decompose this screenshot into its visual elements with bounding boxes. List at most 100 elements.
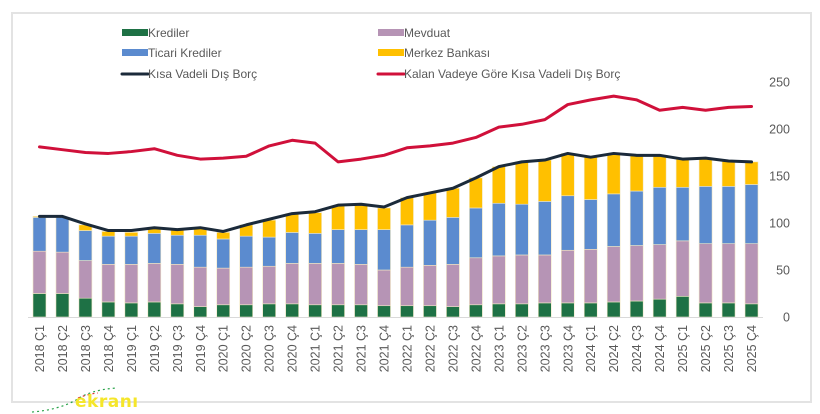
bar-ticari-krediler-7 <box>193 234 208 268</box>
bar-merkez-bankas--30 <box>721 160 736 187</box>
lines <box>37 94 754 233</box>
legend-item: Merkez Bankası <box>378 46 490 60</box>
bar-mevduat-22 <box>537 254 552 304</box>
bar-krediler-3 <box>101 301 116 318</box>
x-tick-label: 2018 Ç4 <box>102 325 116 372</box>
bar-krediler-1 <box>55 293 70 318</box>
bar-krediler-23 <box>560 302 575 318</box>
bar-krediler-15 <box>377 305 391 318</box>
bar-krediler-13 <box>331 304 345 318</box>
bar-mevduat-2 <box>78 260 93 299</box>
bar-ticari-krediler-23 <box>560 195 575 251</box>
bar-ticari-krediler-31 <box>744 184 759 244</box>
bar-mevduat-30 <box>721 243 736 304</box>
bar-ticari-krediler-16 <box>400 224 414 268</box>
legend-label: Merkez Bankası <box>404 46 490 60</box>
bar-mevduat-9 <box>239 266 253 306</box>
x-tick-label: 2021 Ç1 <box>309 325 323 372</box>
bar-mevduat-7 <box>193 266 208 307</box>
bar-ticari-krediler-8 <box>216 238 231 269</box>
y-axis-ticks: 0 50 100 150 200 250 <box>769 76 790 325</box>
y-tick-label: 0 <box>783 311 790 325</box>
bar-merkez-bankas--18 <box>446 187 460 218</box>
bar-ticari-krediler-15 <box>377 229 391 271</box>
x-tick-label: 2019 Ç1 <box>125 325 139 372</box>
bar-krediler-2 <box>78 297 93 318</box>
line-kalan-vadeye-gore-kisa-vadeli-dis-borc <box>37 94 754 164</box>
bar-ticari-krediler-27 <box>652 186 667 245</box>
bar-mevduat-25 <box>606 246 621 303</box>
x-tick-label: 2025 Ç2 <box>699 325 713 372</box>
bar-mevduat-8 <box>216 267 231 306</box>
x-tick-label: 2021 Ç4 <box>378 325 392 372</box>
x-tick-label: 2021 Ç2 <box>332 325 346 372</box>
x-tick-label: 2018 Ç3 <box>79 325 93 372</box>
x-axis-ticks: 2018 Ç1 2018 Ç2 2018 Ç3 2018 Ç4 2019 Ç1 2019 … <box>33 325 759 372</box>
chart-frame <box>11 12 812 403</box>
legend-swatch <box>378 49 404 56</box>
y-tick-label: 150 <box>769 170 790 184</box>
bar-krediler-5 <box>147 301 162 318</box>
bar-ticari-krediler-12 <box>308 233 322 264</box>
bar-ticari-krediler-18 <box>446 217 460 265</box>
bar-mevduat-14 <box>354 264 368 306</box>
x-tick-label: 2022 Ç4 <box>469 325 483 372</box>
bar-mevduat-24 <box>583 249 598 304</box>
bar-krediler-27 <box>652 298 667 318</box>
x-tick-label: 2019 Ç4 <box>194 325 208 372</box>
x-tick-label: 2022 Ç2 <box>423 325 437 372</box>
legend-item: Ticari Krediler <box>122 46 222 60</box>
bar-krediler-8 <box>216 304 231 318</box>
bar-ticari-krediler-30 <box>721 186 736 244</box>
bar-ticari-krediler-6 <box>170 234 185 265</box>
bar-krediler-7 <box>193 306 208 318</box>
bar-ticari-krediler-4 <box>124 235 139 265</box>
legend-label: Kısa Vadeli Dış Borç <box>148 67 257 81</box>
bar-krediler-31 <box>744 303 759 318</box>
line-kisa-vadeli-dis-borc <box>37 151 754 233</box>
bar-krediler-18 <box>446 306 460 318</box>
watermark-curve-icon <box>31 387 117 413</box>
legend-label: Mevduat <box>404 26 451 40</box>
bar-merkez-bankas--29 <box>698 157 713 187</box>
bar-ticari-krediler-9 <box>239 235 253 268</box>
bar-merkez-bankas--26 <box>629 155 644 192</box>
bar-merkez-bankas--24 <box>583 156 598 200</box>
legend-item: Krediler <box>122 26 189 40</box>
bar-merkez-bankas--17 <box>423 192 437 221</box>
bar-mevduat-29 <box>698 243 713 304</box>
bar-merkez-bankas--10 <box>262 219 276 238</box>
bar-mevduat-15 <box>377 269 391 307</box>
y-tick-label: 250 <box>769 76 790 90</box>
x-tick-label: 2018 Ç2 <box>56 325 70 372</box>
bar-ticari-krediler-3 <box>101 235 116 265</box>
bar-mevduat-16 <box>400 266 414 307</box>
bar-krediler-30 <box>721 302 736 318</box>
bar-ticari-krediler-11 <box>285 232 299 264</box>
bar-krediler-6 <box>170 303 185 318</box>
bar-mevduat-17 <box>423 264 437 307</box>
legend-item: Mevduat <box>378 26 451 40</box>
x-tick-label: 2025 Ç1 <box>676 325 690 372</box>
x-tick-label: 2025 Ç4 <box>745 325 759 372</box>
bar-krediler-19 <box>469 304 483 318</box>
legend: Krediler Mevduat Ticari Krediler Merkez Ban… <box>120 26 620 81</box>
bar-krediler-24 <box>583 302 598 318</box>
x-tick-label: 2022 Ç1 <box>400 325 414 372</box>
legend-item: Kalan Vadeye Göre Kısa Vadeli Dış Borç <box>376 67 620 81</box>
bar-ticari-krediler-17 <box>423 219 437 266</box>
bar-mevduat-0 <box>32 250 47 294</box>
legend-label: Krediler <box>148 26 189 40</box>
bar-ticari-krediler-25 <box>606 193 621 247</box>
bar-krediler-9 <box>239 304 253 318</box>
bar-merkez-bankas--15 <box>377 207 391 230</box>
bar-mevduat-6 <box>170 264 185 305</box>
bar-ticari-krediler-14 <box>354 229 368 265</box>
bar-merkez-bankas--4 <box>124 232 139 237</box>
x-tick-label: 2025 Ç3 <box>722 325 736 372</box>
bar-merkez-bankas--11 <box>285 213 299 233</box>
bar-mevduat-31 <box>744 243 759 305</box>
x-tick-label: 2024 Ç4 <box>653 325 667 372</box>
bar-krediler-4 <box>124 302 139 318</box>
